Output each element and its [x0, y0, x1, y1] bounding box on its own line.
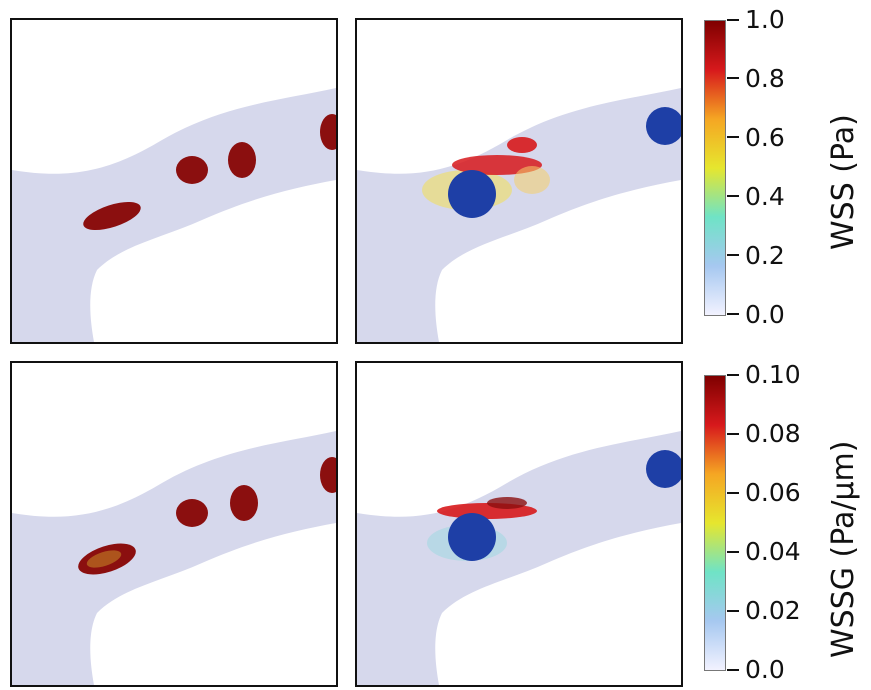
- rigid-sphere: [448, 513, 496, 561]
- tick-label: 0.0: [745, 655, 785, 684]
- vessel-render: [12, 88, 336, 342]
- wss-rigid-sphere-panel: [355, 18, 683, 344]
- tick-label: 0.0: [745, 300, 785, 329]
- red-blood-cell: [176, 156, 208, 184]
- tick-label: 0.8: [745, 64, 785, 93]
- rigid-sphere: [646, 450, 681, 488]
- red-blood-cell: [320, 114, 336, 150]
- tick-label: 0.02: [745, 596, 801, 625]
- vessel-render: [12, 431, 336, 685]
- red-blood-cell: [83, 202, 141, 230]
- tick-label: 0.04: [745, 537, 801, 566]
- wss-deformable-cells-panel: [10, 18, 338, 344]
- wss-colorbar: [704, 20, 726, 316]
- tick-label: 0.10: [745, 360, 801, 389]
- rigid-sphere: [646, 107, 681, 145]
- red-blood-cell: [176, 499, 208, 527]
- tick-label: 0.08: [745, 419, 801, 448]
- tick-label: 0.2: [745, 241, 785, 270]
- wssg-colorbar: [704, 375, 726, 671]
- red-blood-cell: [320, 457, 336, 493]
- rigid-sphere: [448, 170, 496, 218]
- wssg-deformable-cells-panel: [10, 361, 338, 687]
- tick-label: 0.06: [745, 478, 801, 507]
- tick-label: 0.4: [745, 182, 785, 211]
- wss-colorbar-title: WSS (Pa): [826, 114, 861, 250]
- red-blood-cell: [230, 485, 258, 521]
- vessel-render: [357, 88, 681, 342]
- wssg-rigid-sphere-panel: [355, 361, 683, 687]
- tick-label: 1.0: [745, 5, 785, 34]
- red-blood-cell: [228, 142, 256, 178]
- tick-label: 0.6: [745, 123, 785, 152]
- vessel-render: [357, 431, 681, 685]
- wssg-colorbar-title: WSSG (Pa/μm): [826, 440, 861, 659]
